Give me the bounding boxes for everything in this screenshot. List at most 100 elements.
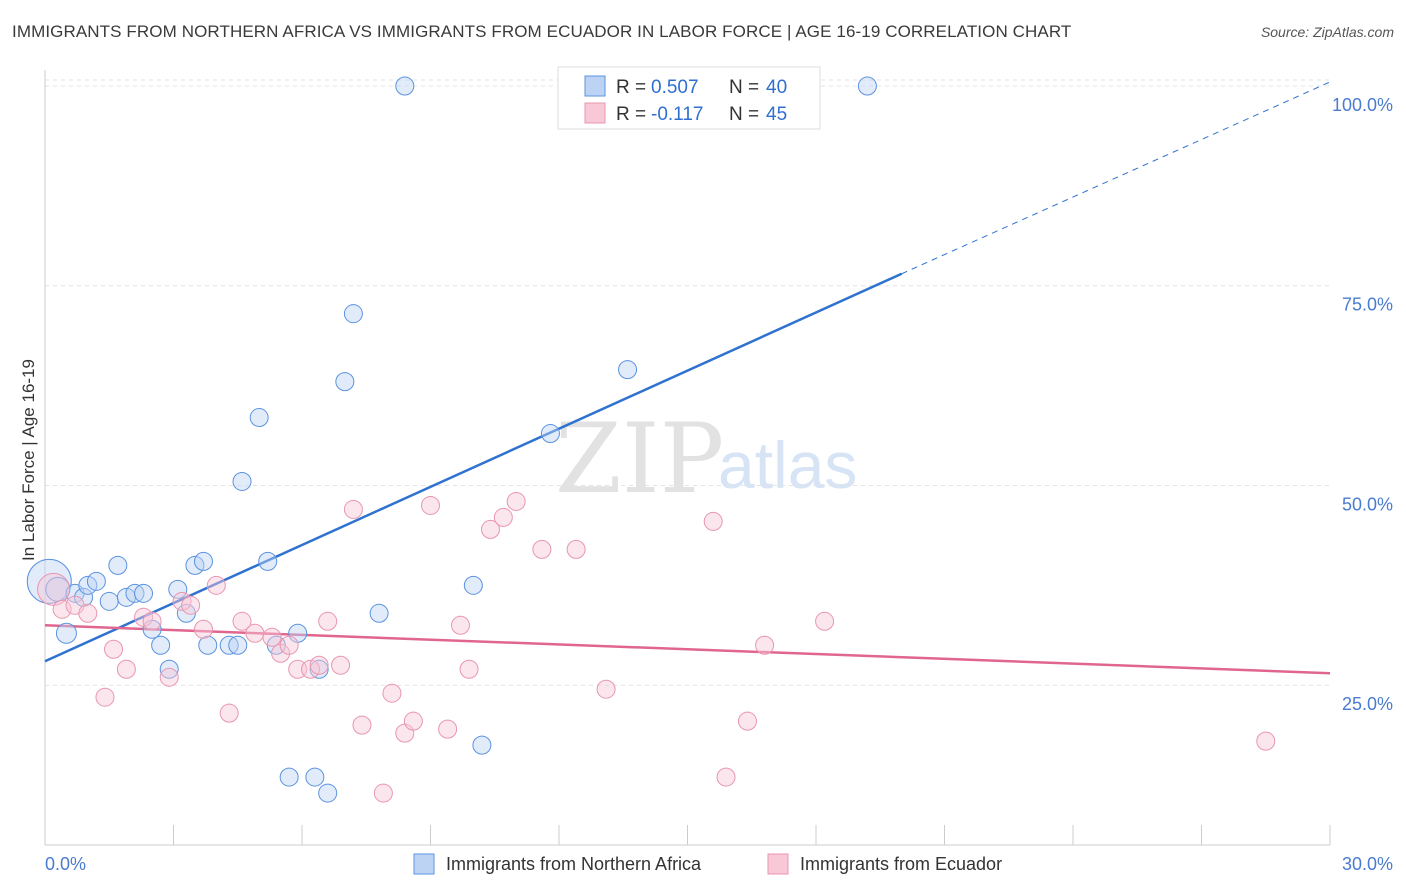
point-northern-africa [463,575,483,595]
point-ecuador [421,495,440,515]
point-ecuador [450,615,470,635]
point-northern-africa [335,372,355,392]
point-northern-africa [198,635,218,655]
point-ecuador [532,539,552,559]
point-northern-africa [249,408,269,428]
point-ecuador [480,519,500,539]
point-northern-africa [134,583,154,603]
point-ecuador [95,687,115,707]
chart-source: Source: ZipAtlas.com [1260,24,1394,40]
point-ecuador [104,639,124,659]
legend-r-label-2: R = [616,104,646,125]
point-ecuador [78,603,98,623]
point-ecuador [245,623,265,643]
point-northern-africa [168,579,188,599]
point-ecuador [262,627,282,647]
point-ecuador [506,491,526,511]
point-northern-africa [618,360,638,380]
legend-n-value-1: 40 [766,77,787,98]
point-northern-africa [86,571,106,591]
point-northern-africa [857,76,877,96]
point-northern-africa [228,635,248,655]
point-northern-africa [279,767,299,787]
trend-line-ecuador [44,624,1331,675]
point-northern-africa [193,551,213,571]
point-northern-africa [55,622,77,644]
axes: 25.0% 50.0% 75.0% 100.0% 0.0% 30.0% [44,70,1393,874]
point-ecuador [737,711,757,731]
point-ecuador [373,783,393,803]
point-northern-africa [99,591,119,611]
point-ecuador [403,711,423,731]
legend-r-value-2: -0.117 [651,104,703,125]
point-northern-africa [108,555,128,575]
point-ecuador [343,499,363,519]
point-ecuador [309,655,329,675]
point-ecuador [206,575,226,595]
chart-title: IMMIGRANTS FROM NORTHERN AFRICA VS IMMIG… [12,22,1072,41]
watermark: ZIP atlas [555,403,857,515]
point-ecuador [703,511,723,531]
point-ecuador [716,767,736,787]
data-points [26,76,1276,803]
bottom-legend-label-1: Immigrants from Northern Africa [446,854,702,874]
stats-legend: R = 0.507 N = 40 R = -0.117 N = 45 [557,66,821,130]
point-ecuador [382,683,402,703]
legend-n-label-1: N = [729,77,759,98]
gridlines [45,79,1330,686]
point-northern-africa [472,735,492,755]
point-ecuador [279,635,299,655]
point-northern-africa [258,551,278,571]
bottom-legend-label-2: Immigrants from Ecuador [800,854,1002,874]
legend-r-label-1: R = [616,77,646,98]
point-ecuador [815,611,835,631]
point-ecuador [219,703,239,723]
point-ecuador [232,611,252,631]
point-ecuador [566,539,586,559]
point-ecuador [352,715,372,735]
point-northern-africa [232,471,252,491]
bottom-legend-swatch-pink [767,853,789,875]
point-ecuador [193,619,213,639]
legend-swatch-pink [584,102,606,124]
point-ecuador [159,667,179,687]
point-ecuador [142,611,162,631]
point-northern-africa [151,635,171,655]
point-northern-africa [343,304,363,324]
legend-swatch-blue [584,75,606,97]
point-northern-africa [159,659,179,679]
point-ecuador [755,635,775,655]
x-tick-label: 30.0% [1342,854,1393,874]
y-axis-title: In Labor Force | Age 16-19 [19,359,38,561]
point-ecuador [318,611,338,631]
x-tick-label: 0.0% [45,854,86,874]
bottom-legend-swatch-blue [413,853,435,875]
legend-n-label-2: N = [729,104,759,125]
y-tick-label: 50.0% [1342,494,1393,514]
trend-lines [44,81,1331,675]
point-northern-africa [540,424,560,444]
watermark-zip: ZIP [555,403,724,515]
legend-n-value-2: 45 [766,104,787,125]
y-tick-label: 25.0% [1342,694,1393,714]
point-northern-africa [305,767,325,787]
point-ecuador [181,595,201,615]
point-ecuador [52,599,72,619]
legend-r-value-1: 0.507 [651,77,699,98]
point-northern-africa [395,76,415,96]
point-northern-africa [318,783,338,803]
point-ecuador [1256,731,1276,751]
point-ecuador [596,679,616,699]
y-tick-label: 100.0% [1332,95,1393,115]
point-ecuador [438,719,458,739]
point-ecuador [116,659,136,679]
watermark-atlas: atlas [718,428,857,502]
point-ecuador [493,507,513,527]
trend-line-northern-africa-extension [901,81,1331,275]
y-tick-label: 75.0% [1342,295,1393,315]
point-ecuador [331,655,351,675]
series-legend: Immigrants from Northern Africa Immigran… [413,853,1002,875]
point-northern-africa [369,603,389,623]
point-ecuador [459,659,479,679]
